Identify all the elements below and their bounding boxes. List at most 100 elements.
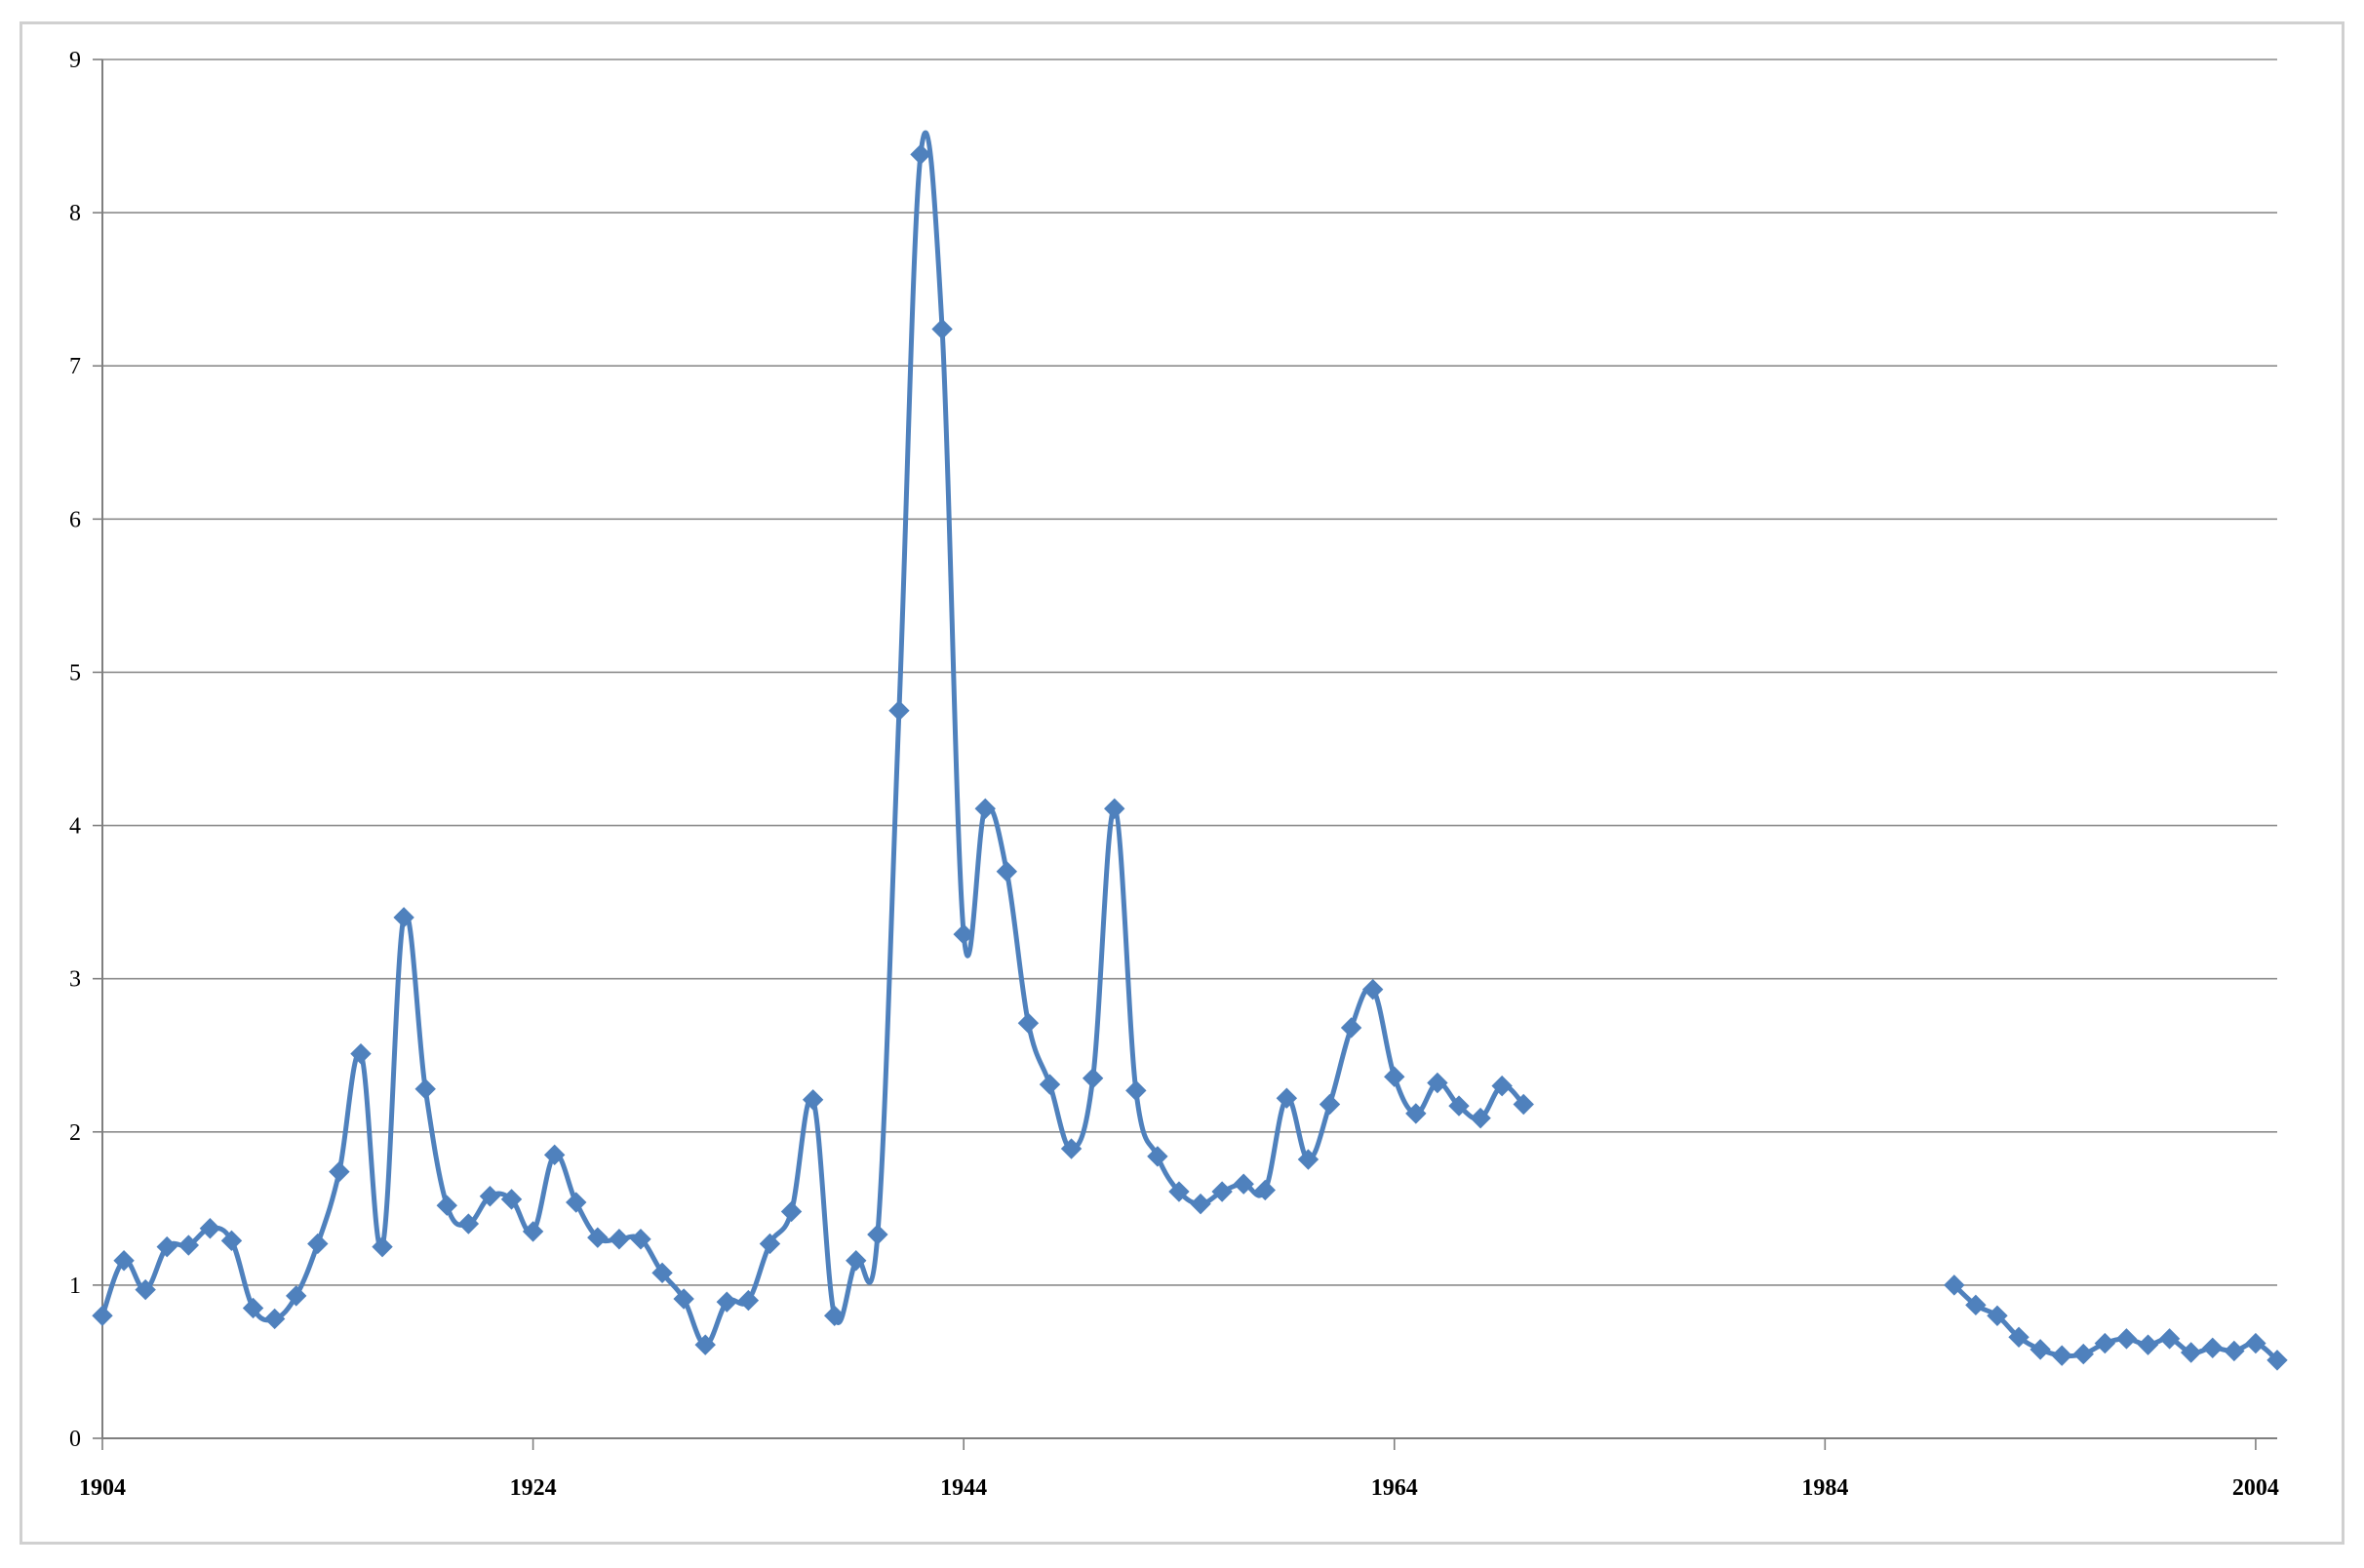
data-point (1254, 1179, 1276, 1201)
data-point (1987, 1305, 2008, 1327)
data-point (823, 1305, 846, 1327)
y-tick-label: 6 (69, 507, 81, 532)
data-point (1361, 978, 1384, 1000)
data-point (931, 318, 953, 340)
y-tick-label: 3 (69, 967, 81, 993)
data-point (286, 1285, 307, 1307)
data-point (2029, 1339, 2051, 1360)
data-point (393, 907, 414, 928)
data-point (2094, 1332, 2116, 1354)
data-point (1319, 1093, 1341, 1116)
data-point (1168, 1181, 1190, 1202)
data-point (630, 1229, 651, 1250)
data-point (1147, 1146, 1168, 1167)
data-point (479, 1186, 501, 1207)
data-point (1944, 1274, 1965, 1296)
line-chart: 0 1 2 3 4 5 6 7 8 9 1904 1924 1944 1964 1984 2004 (69, 48, 2288, 1501)
data-point (350, 1042, 372, 1065)
data-point (1276, 1087, 1298, 1109)
data-point (1384, 1066, 1405, 1087)
y-tick-label: 4 (69, 814, 81, 840)
y-tick-label: 7 (69, 354, 81, 379)
data-point (135, 1278, 156, 1301)
data-point (329, 1160, 350, 1183)
data-point (242, 1297, 264, 1319)
series-line-segment-2 (1951, 1282, 2280, 1363)
data-point (1082, 1068, 1104, 1089)
data-point (867, 1224, 888, 1245)
data-point (113, 1250, 135, 1272)
data-point (1491, 1075, 1513, 1097)
data-point (780, 1200, 803, 1223)
data-point (609, 1229, 630, 1250)
axes: 0 1 2 3 4 5 6 7 8 9 1904 1924 1944 1964 1984 2004 (69, 48, 2279, 1501)
data-point (2115, 1328, 2138, 1350)
data-point (910, 143, 931, 166)
data-point (1513, 1093, 1534, 1116)
data-point (996, 860, 1018, 882)
x-tick-label: 1924 (510, 1475, 557, 1501)
data-point (846, 1250, 867, 1272)
data-point (2202, 1337, 2224, 1359)
y-tick-label: 0 (69, 1427, 81, 1452)
data-point (1190, 1193, 1211, 1215)
data-point (587, 1227, 609, 1248)
data-point (2224, 1340, 2245, 1362)
data-point (2266, 1350, 2288, 1371)
data-point (888, 700, 910, 722)
data-point (1427, 1072, 1448, 1094)
x-tick-label: 1984 (1801, 1475, 1848, 1501)
x-tick-label: 1904 (79, 1475, 126, 1501)
data-point (436, 1195, 457, 1216)
data-point (1039, 1074, 1061, 1095)
y-tick-label: 8 (69, 201, 81, 226)
data-point (2137, 1334, 2159, 1355)
data-point (2051, 1345, 2072, 1366)
data-point (974, 798, 996, 819)
data-point (92, 1305, 113, 1327)
data-point (2008, 1326, 2029, 1349)
x-tick-label: 1964 (1371, 1475, 1418, 1501)
data-point (522, 1221, 544, 1242)
x-tick-label: 2004 (2232, 1475, 2279, 1501)
data-point (1448, 1095, 1470, 1117)
data-point (566, 1192, 587, 1213)
y-tick-label: 5 (69, 660, 81, 686)
data-point (1017, 1012, 1040, 1034)
data-point (199, 1218, 221, 1239)
data-point (1060, 1138, 1083, 1159)
data-point (2180, 1342, 2202, 1363)
chart-frame: 0 1 2 3 4 5 6 7 8 9 1904 1924 1944 1964 1984 2004 (20, 21, 2344, 1545)
data-point (694, 1334, 716, 1355)
data-point (414, 1078, 436, 1100)
data-point (1965, 1294, 1987, 1316)
data-point (263, 1308, 286, 1330)
data-point (651, 1262, 673, 1284)
x-tick-label: 1944 (940, 1475, 987, 1501)
data-point (737, 1289, 760, 1312)
y-tick-label: 9 (69, 48, 81, 73)
y-tick-label: 1 (69, 1274, 81, 1299)
data-point (156, 1235, 177, 1258)
data-point (2245, 1332, 2266, 1354)
data-point (716, 1291, 738, 1313)
gridlines (102, 59, 2277, 1286)
data-point (307, 1233, 329, 1255)
data-point (759, 1233, 781, 1255)
data-point (543, 1144, 566, 1166)
y-tick-label: 2 (69, 1120, 81, 1146)
data-point (1125, 1079, 1147, 1102)
data-point (1405, 1103, 1427, 1124)
data-point (177, 1235, 200, 1256)
data-point (1470, 1107, 1491, 1129)
data-point (2072, 1343, 2094, 1365)
data-point (1233, 1173, 1254, 1195)
data-point (1211, 1181, 1233, 1202)
data-point (1340, 1017, 1362, 1039)
data-point (500, 1189, 523, 1210)
series-layer (92, 130, 2288, 1371)
data-point (457, 1213, 480, 1235)
data-point (673, 1288, 694, 1310)
data-point (2158, 1328, 2181, 1350)
data-point (372, 1235, 393, 1258)
